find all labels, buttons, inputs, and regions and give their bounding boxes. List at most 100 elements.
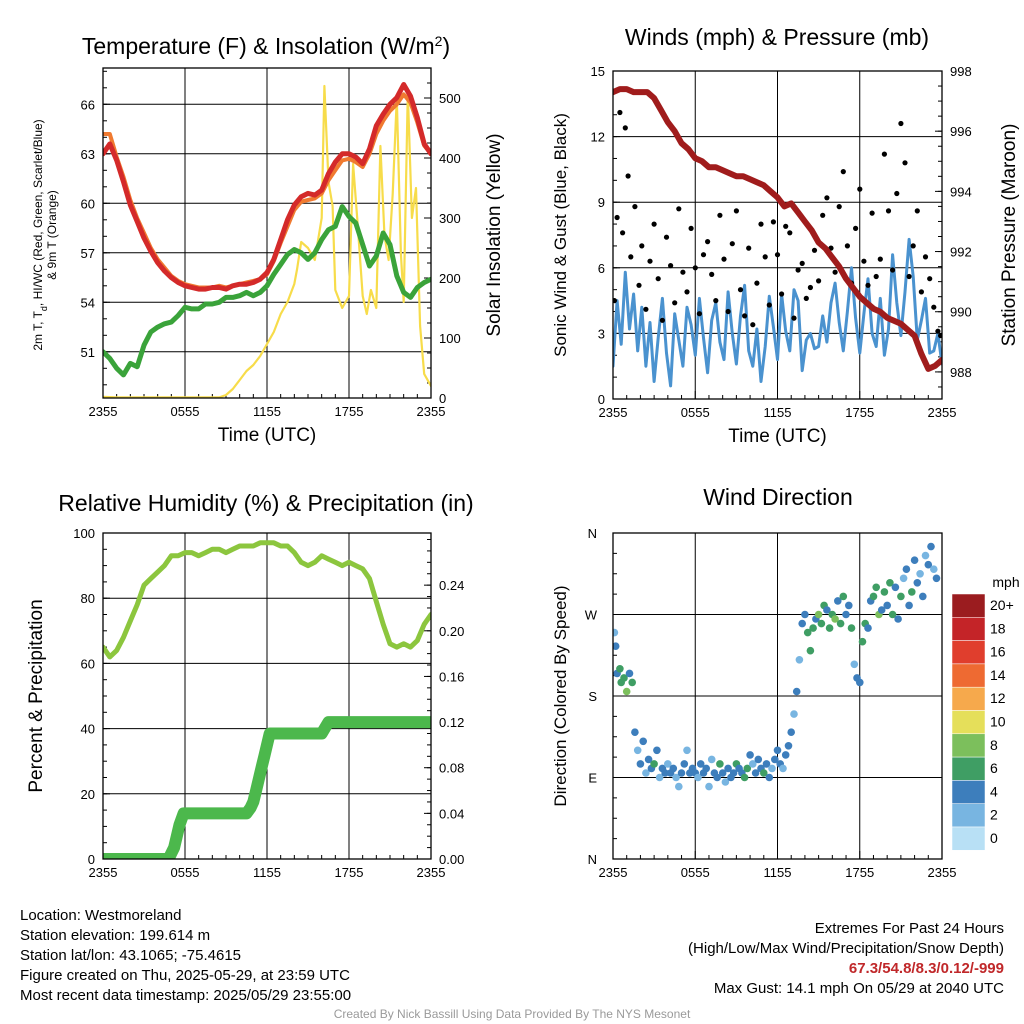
direction-point xyxy=(801,610,809,619)
gust-point xyxy=(807,284,814,291)
gust-point xyxy=(898,120,904,127)
gust-point xyxy=(918,289,925,295)
gust-point xyxy=(625,173,631,179)
direction-point xyxy=(842,610,850,619)
y2-axis-label: Solar Insolation (Yellow) xyxy=(484,133,505,336)
precip-line xyxy=(103,716,431,859)
direction-point xyxy=(639,737,647,746)
direction-point xyxy=(916,570,924,578)
direction-point xyxy=(613,628,619,637)
gust-point xyxy=(643,306,649,312)
gust-point xyxy=(651,221,657,227)
direction-point xyxy=(798,619,806,628)
direction-point xyxy=(694,773,702,782)
gust-point xyxy=(816,278,822,284)
gust-point xyxy=(890,267,896,273)
gust-point xyxy=(902,160,908,166)
direction-point xyxy=(880,588,889,596)
y-axis-label: Sonic Wind & Gust (Blue, Black) xyxy=(551,113,570,357)
y-tick-label: 12 xyxy=(591,130,605,145)
y-tick-label: S xyxy=(588,689,597,704)
direction-point xyxy=(664,760,672,768)
direction-point xyxy=(655,773,664,782)
y-tick-label: 0 xyxy=(598,392,605,407)
x-axis-label: Time (UTC) xyxy=(218,425,317,446)
colorbar-label: 6 xyxy=(990,760,998,776)
max-gust: Max Gust: 14.1 mph On 05/29 at 2040 UTC xyxy=(713,980,1004,997)
gust-point xyxy=(713,298,719,304)
gust-point xyxy=(700,252,707,258)
y2-tick-label: 0.16 xyxy=(439,669,464,684)
y-tick-label: 6 xyxy=(598,261,605,276)
colorbar-swatch xyxy=(951,803,986,828)
direction-point xyxy=(760,769,768,777)
y2-tick-label: 998 xyxy=(950,64,972,79)
gust-point xyxy=(783,223,789,229)
y2-tick-label: 300 xyxy=(439,211,461,226)
direction-point xyxy=(707,755,716,764)
y2-tick-label: 0.20 xyxy=(439,624,464,639)
plot-frame xyxy=(612,532,943,860)
direction-point xyxy=(930,565,938,573)
direction-point xyxy=(721,778,730,786)
colorbar-label: 12 xyxy=(990,690,1006,706)
series-line-2m-td xyxy=(103,204,431,378)
gust-point xyxy=(659,317,666,323)
direction-point xyxy=(872,583,880,592)
direction-point xyxy=(642,769,650,777)
direction-point xyxy=(888,610,897,619)
direction-point xyxy=(779,764,787,773)
humidity-precip-panel: Relative Humidity (%) & Precipitation (i… xyxy=(26,490,474,880)
colorbar-label: 4 xyxy=(990,783,998,799)
direction-point xyxy=(749,760,757,768)
x-tick-label: 1755 xyxy=(335,865,364,880)
gust-point xyxy=(910,243,916,249)
gust-point xyxy=(725,308,731,315)
direction-point xyxy=(781,751,790,759)
direction-point xyxy=(932,574,941,583)
temperature-panel: Temperature (F) & Insolation (W/m2) 2m T… xyxy=(31,33,505,446)
gust-point xyxy=(758,221,764,227)
gust-point xyxy=(869,210,875,216)
direction-point xyxy=(724,764,732,773)
colorbar-swatch xyxy=(951,663,986,688)
y-tick-label: N xyxy=(588,852,597,867)
gust-point xyxy=(721,256,727,262)
gust-point xyxy=(857,186,863,192)
y2-tick-label: 500 xyxy=(439,91,461,106)
gust-point xyxy=(676,206,682,212)
gust-point xyxy=(709,271,715,277)
rh-line xyxy=(103,540,431,660)
colorbar-label: 20+ xyxy=(990,597,1014,613)
gust-point xyxy=(628,254,634,260)
colorbar-swatch xyxy=(951,640,986,665)
gust-point xyxy=(795,267,801,273)
direction-point xyxy=(768,764,776,773)
x-tick-label: 2355 xyxy=(89,865,118,880)
colorbar-label: 8 xyxy=(990,737,998,753)
gust-point xyxy=(885,208,892,214)
direction-point xyxy=(899,574,908,583)
y2-tick-label: 0 xyxy=(439,391,446,406)
direction-point xyxy=(845,601,853,610)
y-axis-label: Direction (Colored By Speed) xyxy=(551,585,570,806)
y-tick-label: 80 xyxy=(81,591,95,606)
direction-point xyxy=(746,751,754,759)
gust-point xyxy=(906,273,912,280)
gust-point xyxy=(931,304,937,310)
x-tick-label: 2355 xyxy=(417,865,446,880)
direction-point xyxy=(650,760,658,768)
gust-point xyxy=(927,276,933,282)
direction-point xyxy=(669,764,678,773)
wind-series xyxy=(613,86,942,388)
gust-point xyxy=(922,254,929,260)
direction-point xyxy=(636,760,645,768)
gust-point xyxy=(613,298,617,304)
direction-point xyxy=(672,773,680,782)
direction-point xyxy=(784,742,793,750)
gust-point xyxy=(938,333,942,339)
gust-point xyxy=(779,291,785,297)
direction-point xyxy=(839,592,848,601)
direction-point xyxy=(713,773,721,782)
y-tick-label: W xyxy=(585,608,598,623)
